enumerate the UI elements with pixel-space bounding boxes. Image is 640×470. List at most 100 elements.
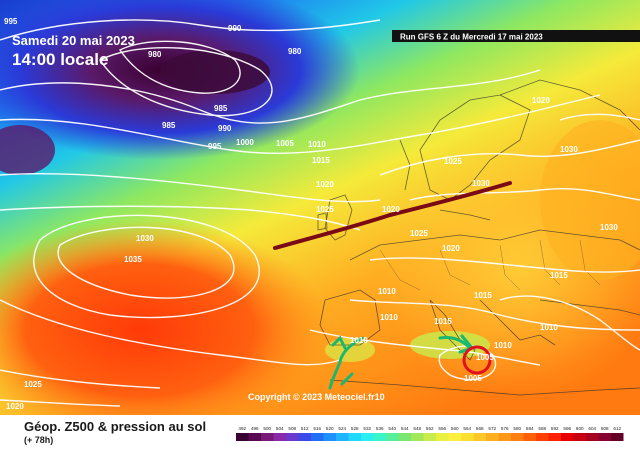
isobar-label: 1020 (316, 180, 334, 189)
colorbar-tick-label: 600 (576, 426, 584, 431)
isobar-label: 1025 (444, 157, 462, 166)
colorbar-swatch (598, 433, 611, 441)
high-pressure-area (0, 220, 330, 440)
isobar-label: 980 (288, 47, 302, 56)
isobar-label: 1010 (378, 287, 396, 296)
colorbar-tick-label: 524 (338, 426, 346, 431)
isobar-label: 1030 (600, 223, 618, 232)
colorbar-tick-label: 508 (288, 426, 296, 431)
copyright-text: Copyright © 2023 Meteociel.fr10 (248, 392, 385, 402)
colorbar-tick-label: 544 (401, 426, 409, 431)
isobars (0, 19, 640, 407)
cut-off-low-circle (462, 345, 492, 375)
isobar-label: 1010 (308, 140, 326, 149)
forecast-lead-time: (+ 78h) (24, 435, 53, 445)
low-core-west (0, 125, 55, 175)
isobar-label: 980 (148, 50, 162, 59)
cool-pocket-iberia (325, 338, 375, 362)
colorbar-tick-label: 520 (326, 426, 334, 431)
colorbar-swatch (448, 433, 461, 441)
run-banner (392, 30, 640, 42)
colorbar-tick-label: 596 (563, 426, 571, 431)
colorbar-swatch (611, 433, 624, 441)
colorbar-tick-label: 532 (363, 426, 371, 431)
colorbar-swatch (386, 433, 399, 441)
colorbar-swatch (373, 433, 386, 441)
isobar-label: 1010 (540, 323, 558, 332)
colorbar-tick-label: 492 (238, 426, 246, 431)
trough-line (273, 181, 512, 250)
colorbar-tick-label: 496 (251, 426, 259, 431)
colorbar-tick-label: 580 (513, 426, 521, 431)
isobar-label: 985 (162, 121, 176, 130)
borders (379, 239, 601, 291)
isobar-label: 985 (214, 104, 228, 113)
isobar-label: 1020 (532, 96, 550, 105)
colorbar-tick-label: 572 (488, 426, 496, 431)
colorbar-swatch (336, 433, 349, 441)
isobar-label: 1015 (434, 317, 452, 326)
isobar-label: 1015 (312, 156, 330, 165)
colorbar-swatch (561, 433, 574, 441)
arrow-italy (438, 336, 472, 350)
colorbar-swatch (323, 433, 336, 441)
colorbar-swatch (511, 433, 524, 441)
arrow-iberia-upper (338, 336, 364, 364)
isobar-label: 995 (4, 17, 18, 26)
colorbar-swatch (261, 433, 274, 441)
isobar-label: 1025 (316, 205, 334, 214)
isobar-label: 1015 (474, 291, 492, 300)
colorbar-tick-label: 604 (588, 426, 596, 431)
isobar-label: 1005 (276, 139, 294, 148)
colorbar-swatch (436, 433, 449, 441)
colorbar-tick-label: 552 (426, 426, 434, 431)
colorbar-tick-label: 504 (276, 426, 284, 431)
isobar-label: 1025 (24, 380, 42, 389)
colorbar-tick-label: 608 (601, 426, 609, 431)
low-core (160, 50, 270, 94)
colorbar-swatch (486, 433, 499, 441)
colorbar-tick-label: 528 (351, 426, 359, 431)
colorbar-swatch (236, 433, 249, 441)
colorbar-tick-label: 564 (463, 426, 471, 431)
colorbar-tick-label: 556 (438, 426, 446, 431)
colorbar-swatch (536, 433, 549, 441)
colorbar-swatch (298, 433, 311, 441)
footer-title: Géop. Z500 & pression au sol (24, 419, 206, 434)
colorbar-swatch (348, 433, 361, 441)
isobar-label: 995 (208, 142, 222, 151)
colorbar-swatch (461, 433, 474, 441)
isobar-label: 1010 (380, 313, 398, 322)
run-banner-text: Run GFS 6 Z du Mercredi 17 mai 2023 (400, 33, 543, 42)
colorbar-swatch (286, 433, 299, 441)
isobar-label: 1010 (350, 336, 368, 345)
colorbar-tick-label: 592 (551, 426, 559, 431)
isobar-label: 990 (228, 24, 242, 33)
colorbar-tick-label: 540 (388, 426, 396, 431)
isobar-label: 1030 (560, 145, 578, 154)
colorbar-tick-label: 588 (538, 426, 546, 431)
colorbar-swatch (423, 433, 436, 441)
arrow-iberia-tail (340, 372, 354, 386)
arrow-iberia-head (331, 335, 347, 350)
isobar-label: 1020 (6, 402, 24, 411)
isobar-labels: 995 990 980 980 985 985 990 995 1000 100… (4, 17, 618, 411)
isobar-label: 1005 (464, 374, 482, 383)
colorbar-tick-label: 612 (613, 426, 621, 431)
colorbar-swatch (273, 433, 286, 441)
isobar-label: 1010 (494, 341, 512, 350)
isobar-label: 1030 (472, 179, 490, 188)
colorbar-tick-label: 500 (263, 426, 271, 431)
isobar-label: 1025 (410, 229, 428, 238)
colorbar-tick-label: 536 (376, 426, 384, 431)
colorbar-tick-label: 560 (451, 426, 459, 431)
colorbar-swatch (398, 433, 411, 441)
colorbar: 492 496 500 504 508 512 516 520 524 528 532 536 540 5… (236, 426, 624, 441)
isobar-label: 1005 (476, 353, 494, 362)
colorbar-swatch (498, 433, 511, 441)
colorbar-tick-label: 516 (313, 426, 321, 431)
isobar-label: 1035 (124, 255, 142, 264)
arrow-iberia-lower (328, 360, 342, 390)
